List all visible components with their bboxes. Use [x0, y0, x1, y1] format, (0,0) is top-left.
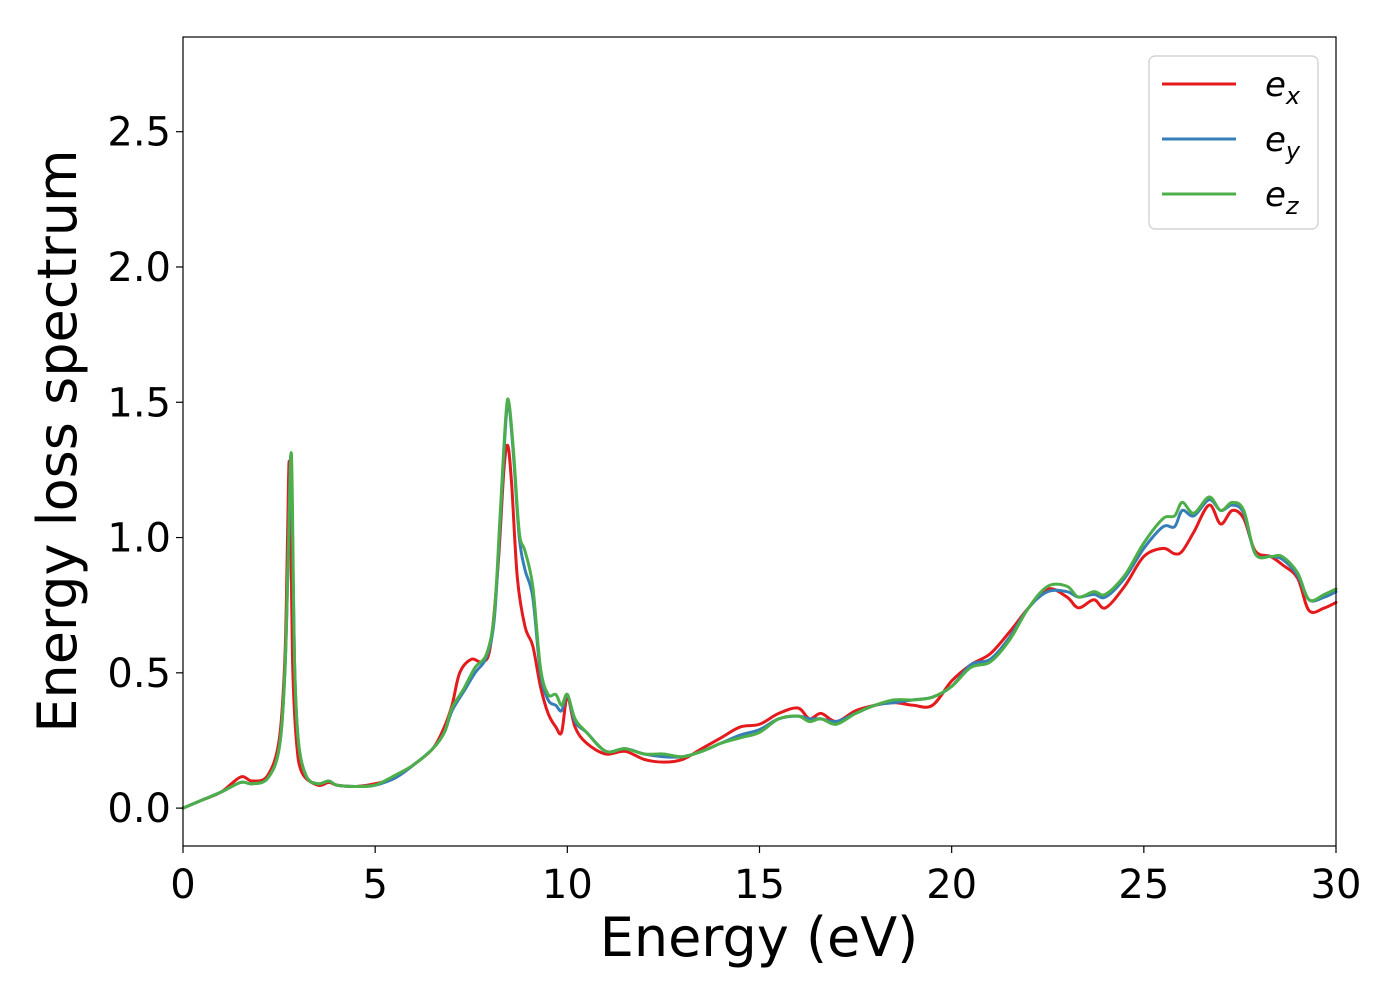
y-tick-label: 1.0 [107, 516, 171, 562]
series-lines [181, 397, 1338, 810]
legend: ex ey ez [1148, 55, 1319, 230]
y-tick-label: 0.5 [107, 651, 171, 697]
legend-frame [1148, 55, 1319, 230]
y-tick-label: 2.5 [107, 110, 171, 156]
x-tick-label: 0 [170, 862, 195, 908]
x-tick-label: 30 [1311, 862, 1362, 908]
x-axis-title: Energy (eV) [600, 906, 919, 969]
x-tick-label: 20 [926, 862, 977, 908]
legend-label-ex: ex [1265, 65, 1301, 110]
y-tick-label: 1.5 [107, 380, 171, 426]
plot-area [183, 37, 1336, 846]
legend-label-ez: ez [1265, 175, 1300, 220]
x-axis-ticks: 0 5 10 15 20 25 30 [170, 846, 1361, 908]
legend-label-ey: ey [1265, 120, 1301, 165]
y-axis-ticks: 0.0 0.5 1.0 1.5 2.0 2.5 [107, 110, 183, 832]
y-tick-label: 0.0 [107, 786, 171, 832]
y-tick-label: 2.0 [107, 245, 171, 291]
y-axis-title: Energy loss spectrum [26, 149, 89, 732]
series-line-ez [181, 397, 1338, 810]
x-tick-label: 5 [362, 862, 387, 908]
x-tick-label: 15 [734, 862, 785, 908]
x-tick-label: 10 [542, 862, 593, 908]
x-tick-label: 25 [1118, 862, 1169, 908]
